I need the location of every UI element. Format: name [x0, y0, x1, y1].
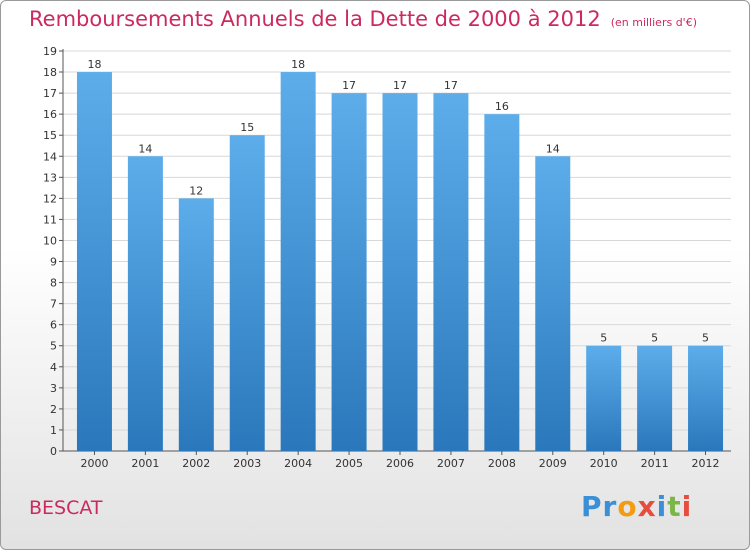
logo-letter: i [681, 490, 693, 523]
logo-letter: t [667, 490, 682, 523]
y-tick-label: 7 [50, 298, 57, 311]
y-tick-label: 16 [43, 108, 57, 121]
x-tick-label: 2008 [488, 457, 516, 470]
unit-label: (en milliers d'€) [610, 16, 697, 29]
y-tick-label: 9 [50, 256, 57, 269]
logo-letter: o [617, 490, 638, 523]
y-tick-label: 15 [43, 129, 57, 142]
bar [382, 93, 418, 452]
y-tick-label: 8 [50, 277, 57, 290]
y-tick-label: 5 [50, 340, 57, 353]
data-label: 17 [342, 79, 356, 92]
bar [280, 72, 316, 451]
data-label: 18 [87, 58, 101, 71]
bar [331, 93, 367, 452]
y-tick-label: 12 [43, 192, 57, 205]
x-tick-label: 2007 [437, 457, 465, 470]
x-tick-label: 2009 [539, 457, 567, 470]
y-tick-label: 2 [50, 403, 57, 416]
x-tick-label: 2006 [386, 457, 414, 470]
bar [76, 72, 112, 451]
x-tick-label: 2001 [131, 457, 159, 470]
y-tick-label: 0 [50, 445, 57, 458]
data-label: 14 [546, 142, 560, 155]
bar [484, 114, 520, 451]
x-tick-label: 2011 [641, 457, 669, 470]
data-label: 5 [600, 332, 607, 345]
labels: 0123456789101112131415161718191820001420… [43, 45, 720, 470]
bar [586, 345, 622, 451]
bar [637, 345, 673, 451]
bar [229, 135, 265, 452]
x-tick-label: 2004 [284, 457, 312, 470]
logo-letter: r [602, 490, 618, 523]
data-label: 18 [291, 58, 305, 71]
data-label: 12 [189, 184, 203, 197]
bar [127, 156, 163, 451]
bar [688, 345, 724, 451]
bars [76, 72, 724, 452]
data-label: 5 [702, 332, 709, 345]
commune-name: BESCAT [29, 497, 103, 519]
chart-title: Remboursements Annuels de la Dette de 20… [29, 7, 697, 31]
y-tick-label: 14 [43, 150, 57, 163]
y-tick-label: 1 [50, 424, 57, 437]
x-tick-label: 2002 [182, 457, 210, 470]
logo-letter: i [656, 490, 668, 523]
bar [535, 156, 571, 451]
data-label: 15 [240, 121, 254, 134]
y-tick-label: 19 [43, 45, 57, 58]
data-label: 17 [393, 79, 407, 92]
x-tick-label: 2005 [335, 457, 363, 470]
y-tick-label: 11 [43, 213, 57, 226]
y-tick-label: 6 [50, 319, 57, 332]
y-tick-label: 4 [50, 361, 57, 374]
y-tick-label: 18 [43, 66, 57, 79]
logo-letter: P [581, 490, 603, 523]
y-tick-label: 13 [43, 171, 57, 184]
data-label: 16 [495, 100, 509, 113]
bar [178, 198, 214, 451]
proxiti-logo[interactable]: Proxiti [581, 490, 692, 523]
logo-letter: x [637, 490, 657, 523]
y-tick-label: 17 [43, 87, 57, 100]
bar [433, 93, 469, 452]
x-tick-label: 2010 [590, 457, 618, 470]
data-label: 5 [651, 332, 658, 345]
x-tick-label: 2000 [80, 457, 108, 470]
x-tick-label: 2012 [692, 457, 720, 470]
y-tick-label: 3 [50, 382, 57, 395]
data-label: 14 [138, 142, 152, 155]
data-label: 17 [444, 79, 458, 92]
y-tick-label: 10 [43, 234, 57, 247]
title-text: Remboursements Annuels de la Dette de 20… [29, 7, 601, 31]
x-tick-label: 2003 [233, 457, 261, 470]
